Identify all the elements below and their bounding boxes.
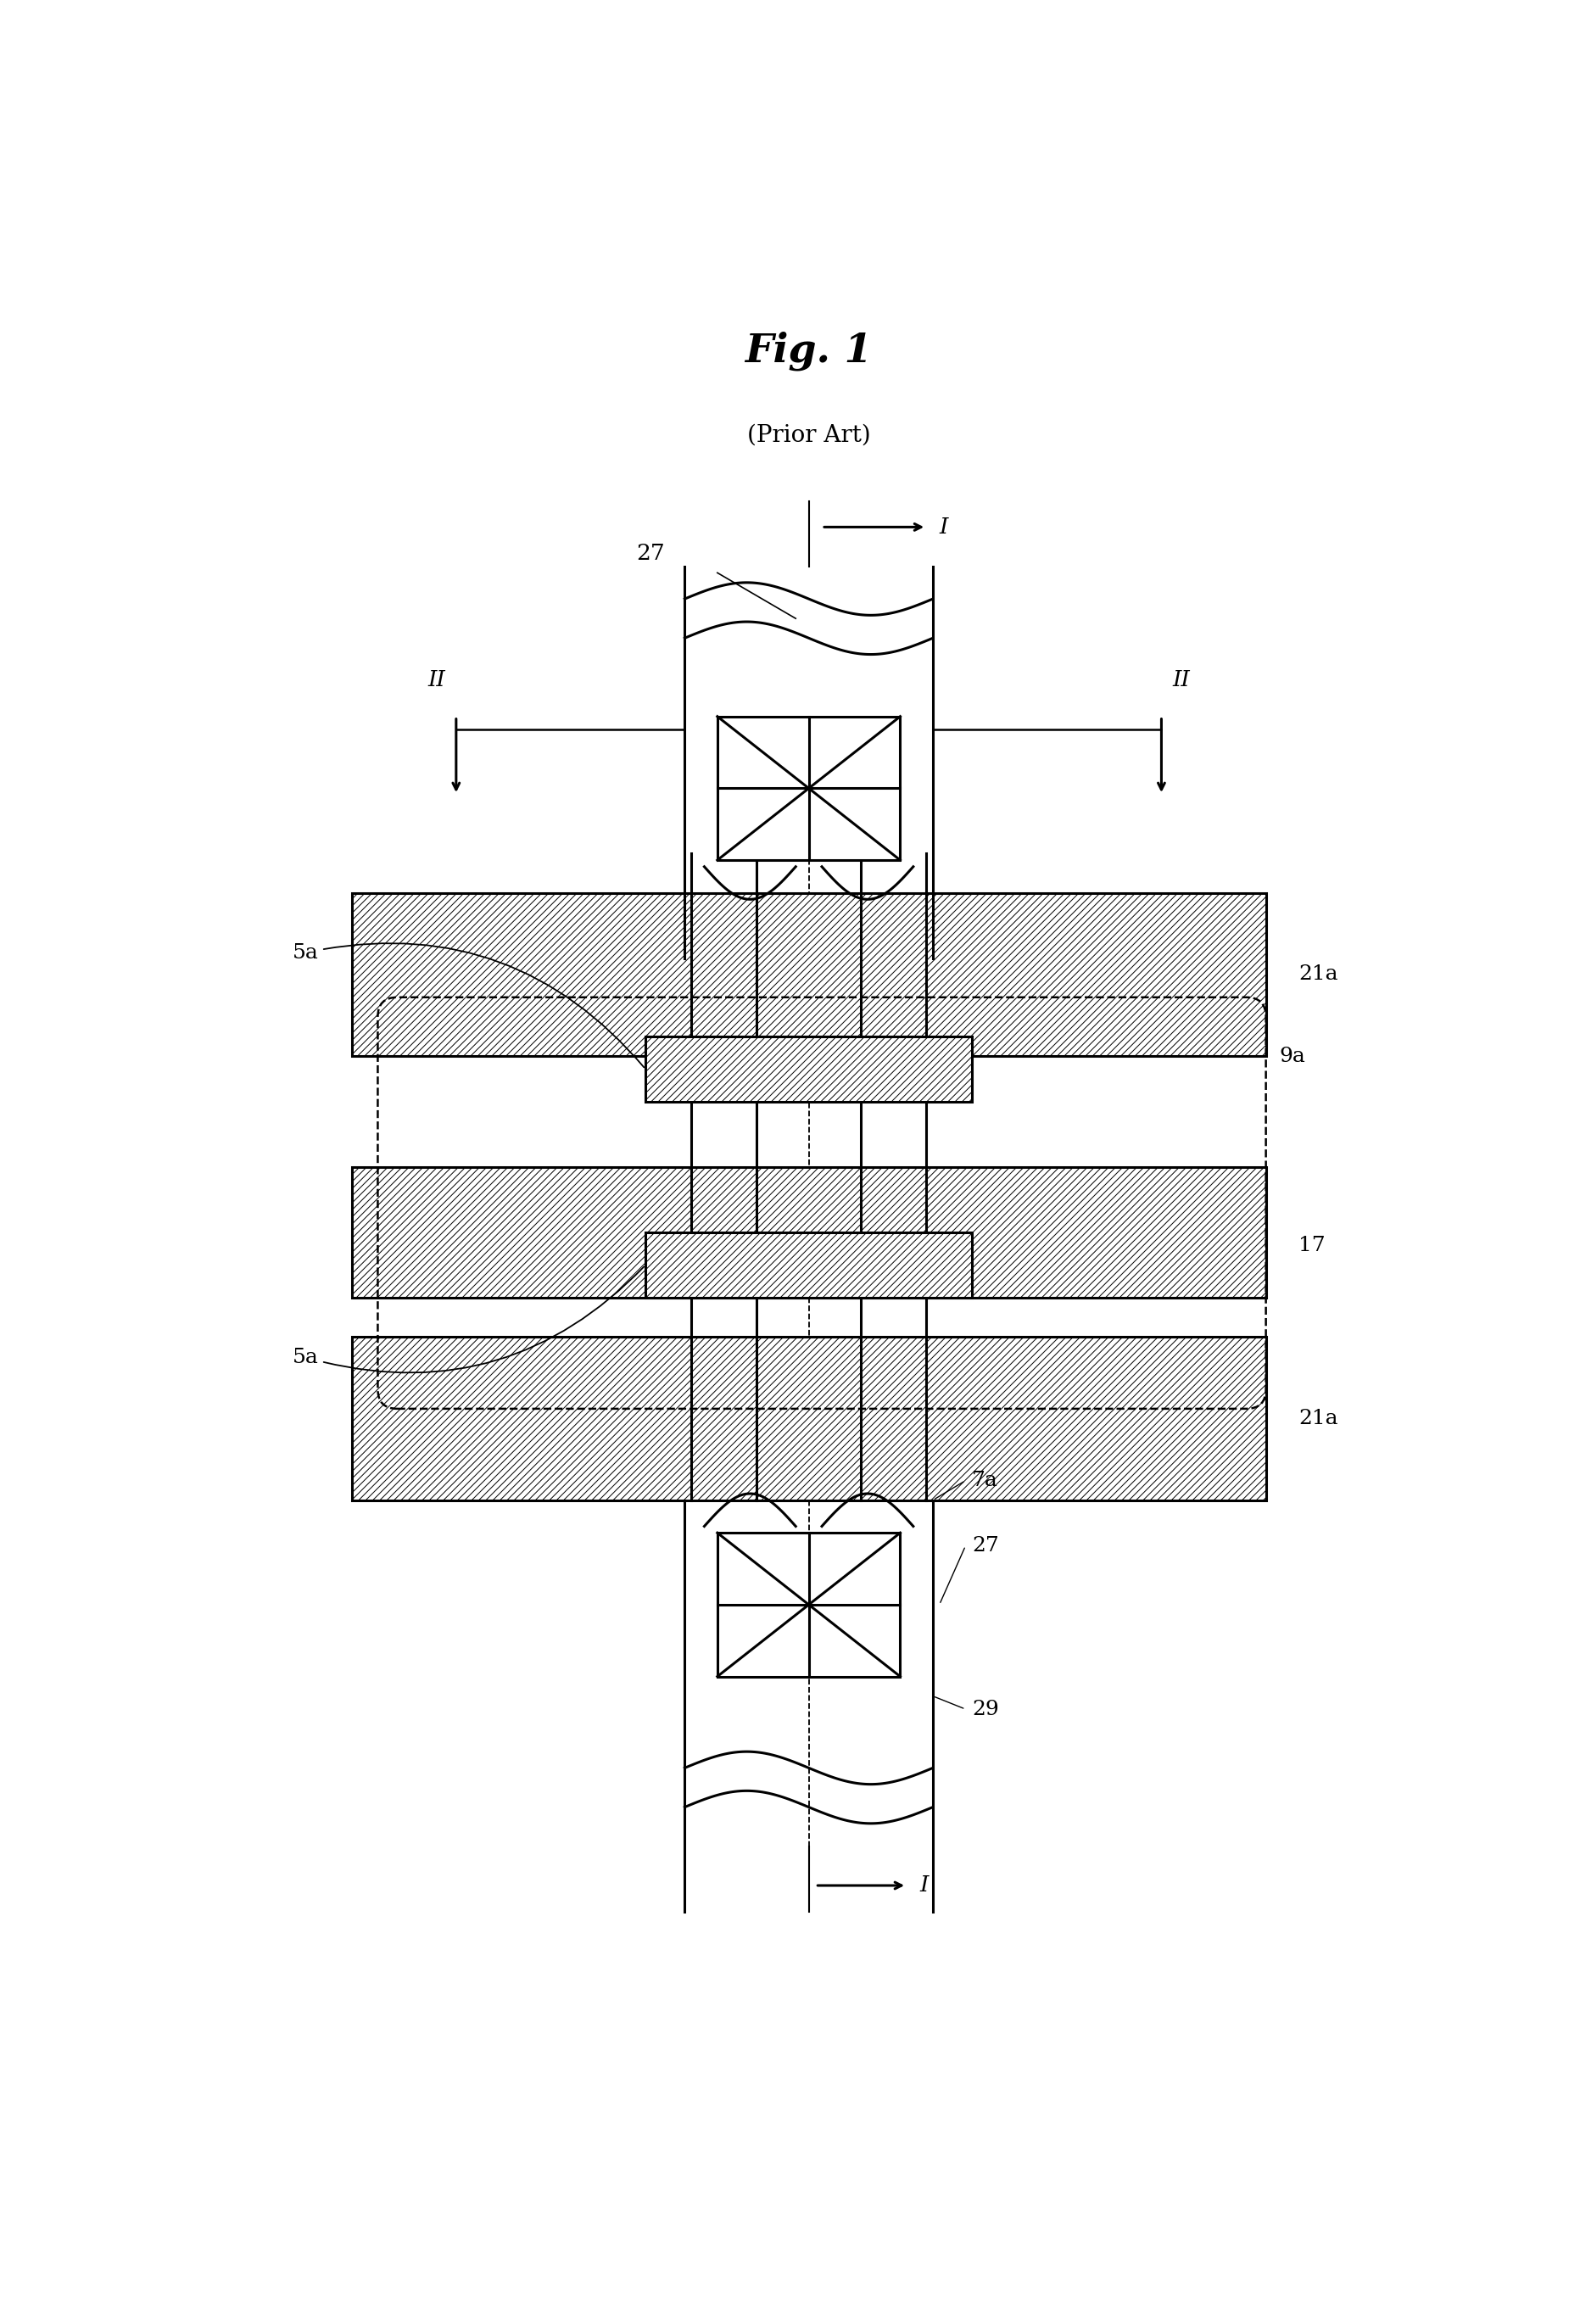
Bar [717, 1534, 901, 1676]
Bar [646, 1232, 972, 1297]
Text: 21a: 21a [1299, 964, 1338, 983]
Text: 5a: 5a [292, 1267, 645, 1373]
Text: 29: 29 [972, 1699, 999, 1720]
Text: 21a: 21a [1299, 1408, 1338, 1429]
Text: I: I [940, 516, 948, 537]
Text: Fig. 1: Fig. 1 [746, 330, 872, 370]
Text: 5a: 5a [292, 944, 645, 1067]
Text: 7a: 7a [972, 1471, 999, 1490]
Bar [717, 716, 901, 860]
Text: I: I [920, 1875, 929, 1896]
Text: II: II [1172, 669, 1190, 690]
Text: (Prior Art): (Prior Art) [747, 425, 871, 446]
Text: II: II [428, 669, 446, 690]
Text: 27: 27 [637, 541, 665, 565]
Bar [352, 1167, 1266, 1297]
Bar [352, 892, 1266, 1055]
Bar [646, 1037, 972, 1102]
Text: 9a: 9a [1278, 1046, 1305, 1067]
Text: 17: 17 [1299, 1236, 1326, 1255]
Text: 27: 27 [972, 1536, 999, 1555]
Bar [352, 1336, 1266, 1501]
